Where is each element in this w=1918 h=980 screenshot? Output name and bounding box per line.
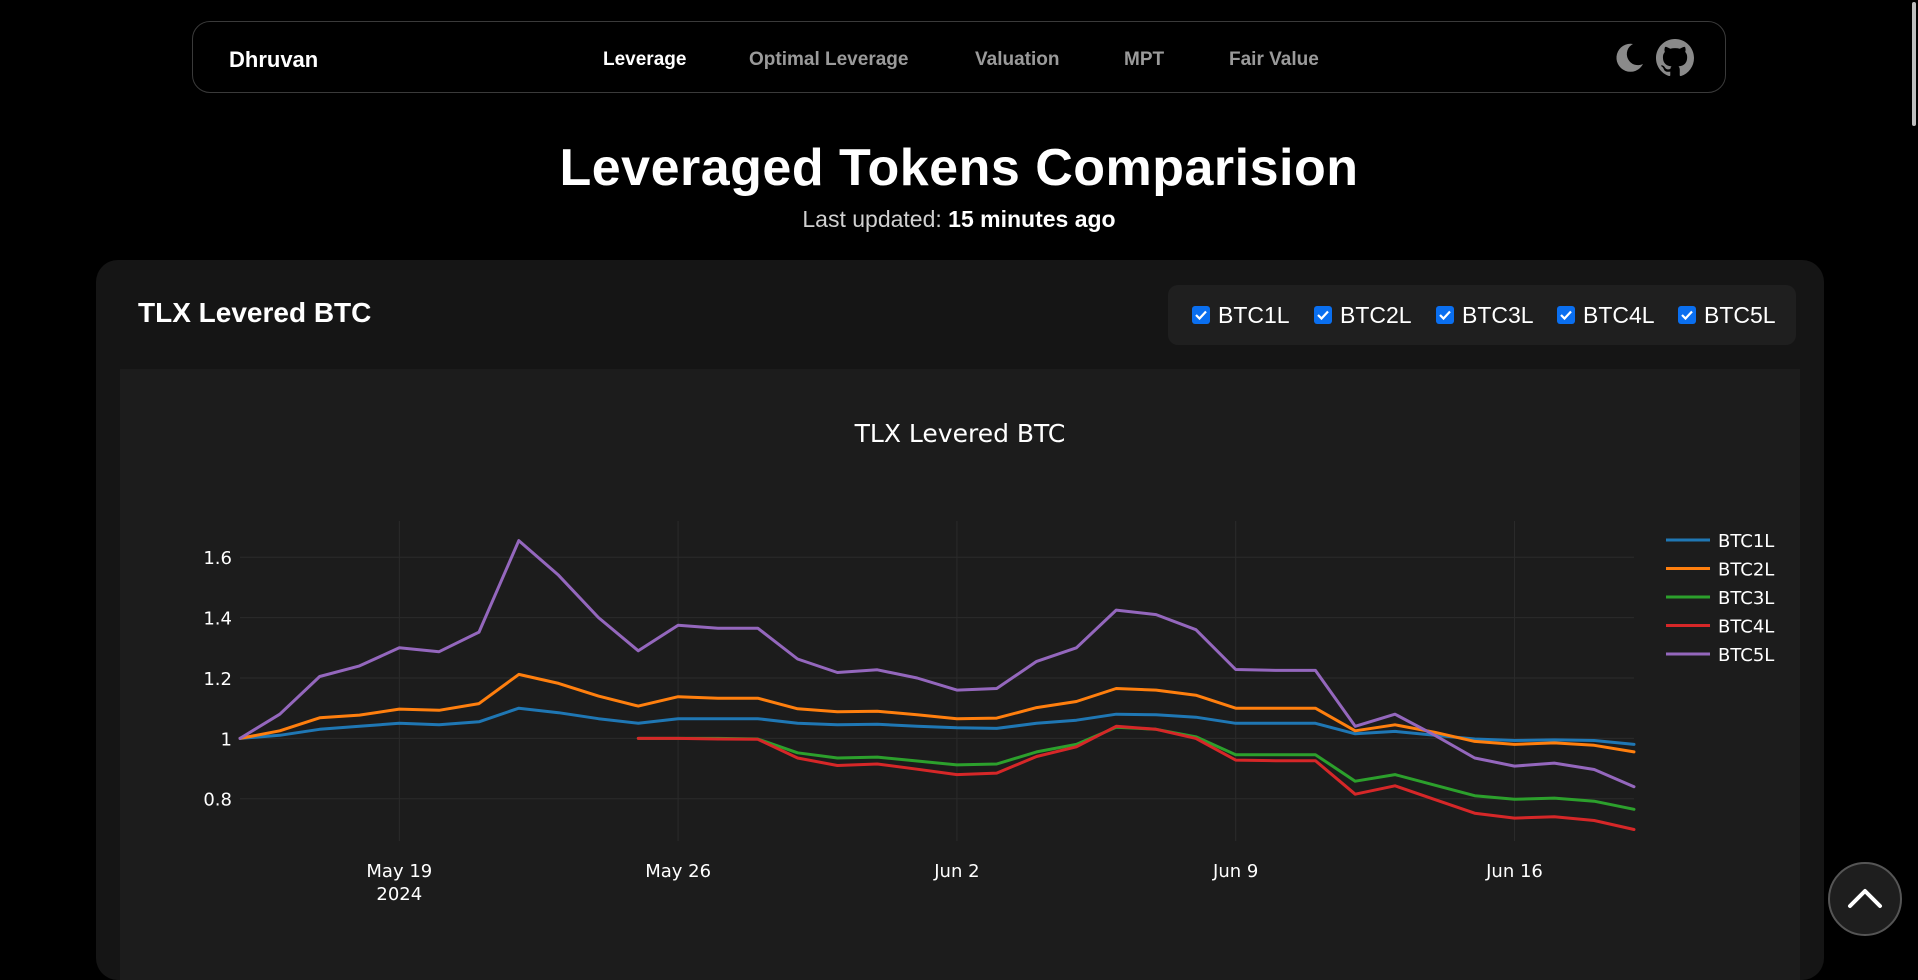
nav-links: Leverage Optimal Leverage Valuation MPT … bbox=[193, 49, 1725, 73]
brand-name[interactable]: Dhruvan bbox=[229, 47, 319, 72]
checkbox-btc1l[interactable] bbox=[1192, 306, 1210, 324]
series-line-btc1l bbox=[238, 706, 1636, 746]
toggle-label-btc5l: BTC5L bbox=[1704, 301, 1776, 328]
series-line-btc2l bbox=[238, 672, 1636, 754]
legend-label-btc4l: BTC4L bbox=[1718, 617, 1774, 638]
y-tick-label: 0.8 bbox=[203, 790, 232, 811]
x-tick-label: Jun 2 bbox=[933, 861, 979, 882]
chart-card: TLX Levered BTC BTC1L BTC2L BTC3L BTC4L … bbox=[96, 260, 1824, 980]
nav-link-optimal-leverage[interactable]: Optimal Leverage bbox=[749, 49, 909, 70]
chart-area: TLX Levered BTC 0.8 1 1.2 1.4 1.6 May 19 2024 Ma… bbox=[120, 369, 1800, 980]
check-icon bbox=[1439, 310, 1451, 321]
toggle-label-btc1l: BTC1L bbox=[1218, 301, 1290, 328]
legend-label-btc1l: BTC1L bbox=[1718, 531, 1774, 552]
toggle-btc5l[interactable]: BTC5L bbox=[1678, 300, 1776, 330]
x-tick-label: May 26 bbox=[645, 861, 711, 882]
x-tick-label: Jun 9 bbox=[1212, 861, 1258, 882]
check-icon bbox=[1560, 310, 1572, 321]
github-icon[interactable] bbox=[1656, 39, 1694, 77]
toggle-label-btc4l: BTC4L bbox=[1583, 301, 1655, 328]
series-toggle-group: BTC1L BTC2L BTC3L BTC4L BTC5L bbox=[1168, 285, 1796, 345]
checkbox-btc2l[interactable] bbox=[1314, 306, 1332, 324]
nav-link-leverage[interactable]: Leverage bbox=[603, 49, 687, 70]
nav-link-fair-value[interactable]: Fair Value bbox=[1229, 49, 1319, 70]
last-updated-prefix: Last updated: bbox=[802, 206, 942, 232]
y-tick-label: 1.6 bbox=[203, 548, 232, 569]
toggle-btc3l[interactable]: BTC3L bbox=[1436, 300, 1534, 330]
toggle-label-btc2l: BTC2L bbox=[1340, 301, 1412, 328]
x-tick-label: May 19 bbox=[366, 861, 432, 882]
nav-link-valuation[interactable]: Valuation bbox=[975, 49, 1060, 70]
y-tick-label: 1 bbox=[221, 729, 232, 750]
chevron-up-icon bbox=[1848, 889, 1882, 908]
card-title: TLX Levered BTC bbox=[138, 297, 372, 328]
check-icon bbox=[1681, 310, 1693, 321]
series-line-btc4l bbox=[636, 724, 1636, 831]
top-navbar: Dhruvan Leverage Optimal Leverage Valuat… bbox=[192, 21, 1726, 93]
chart-title: TLX Levered BTC bbox=[854, 419, 1066, 448]
toggle-btc1l[interactable]: BTC1L bbox=[1192, 300, 1290, 330]
scrollbar-track[interactable] bbox=[1911, 0, 1918, 951]
y-tick-label: 1.4 bbox=[203, 609, 232, 630]
x-tick-sublabel: 2024 bbox=[376, 884, 422, 905]
last-updated-value: 15 minutes ago bbox=[948, 206, 1116, 232]
scrollbar-thumb[interactable] bbox=[1912, 2, 1916, 126]
legend-label-btc3l: BTC3L bbox=[1718, 588, 1774, 609]
checkbox-btc4l[interactable] bbox=[1557, 306, 1575, 324]
series-line-btc5l bbox=[238, 539, 1636, 789]
check-icon bbox=[1195, 310, 1207, 321]
checkbox-btc3l[interactable] bbox=[1436, 306, 1454, 324]
scroll-to-top-button[interactable] bbox=[1828, 862, 1902, 936]
last-updated: Last updated: 15 minutes ago bbox=[0, 206, 1918, 233]
toggle-label-btc3l: BTC3L bbox=[1462, 301, 1534, 328]
check-icon bbox=[1317, 310, 1329, 321]
x-tick-label: Jun 16 bbox=[1485, 861, 1543, 882]
checkbox-btc5l[interactable] bbox=[1678, 306, 1696, 324]
legend-label-btc2l: BTC2L bbox=[1718, 560, 1774, 581]
toggle-btc2l[interactable]: BTC2L bbox=[1314, 300, 1412, 330]
toggle-btc4l[interactable]: BTC4L bbox=[1557, 300, 1655, 330]
page-title: Leveraged Tokens Comparision bbox=[559, 139, 1359, 197]
y-tick-label: 1.2 bbox=[203, 669, 232, 690]
nav-link-mpt[interactable]: MPT bbox=[1124, 49, 1165, 70]
legend-label-btc5l: BTC5L bbox=[1718, 645, 1774, 666]
moon-icon[interactable] bbox=[1611, 40, 1647, 76]
